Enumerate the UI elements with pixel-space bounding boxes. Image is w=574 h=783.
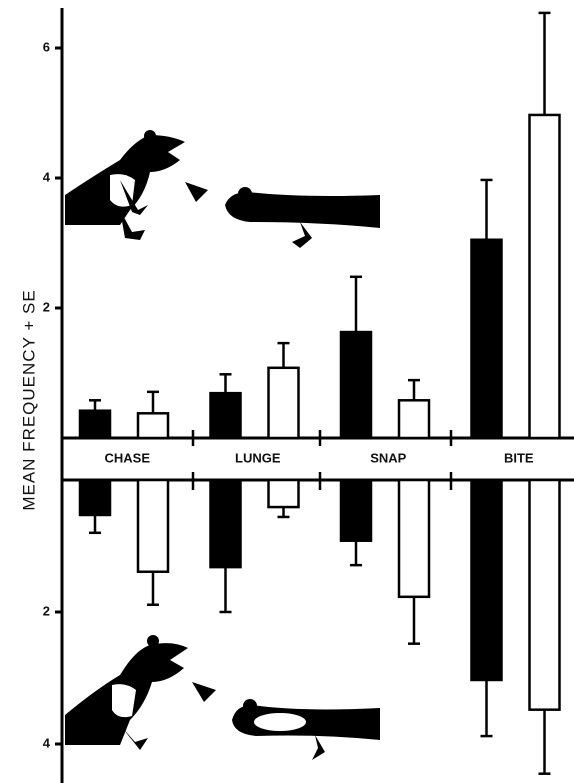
y-tick-label: 2 (43, 299, 50, 314)
y-tick-label: 4 (43, 169, 51, 184)
bar (211, 480, 241, 567)
chart: MEAN FREQUENCY + SE CHASE LUNGE SNAP BITE 2 4… (0, 0, 574, 783)
bar (269, 480, 299, 507)
bar (341, 480, 371, 541)
bar (80, 480, 110, 515)
bar (269, 368, 299, 438)
bar (138, 413, 168, 438)
bar (530, 480, 560, 710)
y-axis-label: MEAN FREQUENCY + SE (19, 289, 38, 510)
y-tick-label: 2 (43, 603, 50, 618)
bar (341, 332, 371, 438)
bar (399, 480, 429, 597)
bar (211, 393, 241, 438)
bar (138, 480, 168, 572)
category-label: CHASE (104, 450, 150, 465)
illustration-top (65, 130, 380, 248)
illustration-bottom (65, 635, 380, 760)
y-tick-label: 4 (43, 735, 51, 750)
bar (399, 400, 429, 438)
bar (80, 411, 110, 438)
bar (530, 115, 560, 438)
y-tick-label: 6 (43, 39, 50, 54)
category-label: SNAP (370, 450, 406, 465)
bar (472, 240, 502, 438)
category-label: LUNGE (235, 450, 281, 465)
bar (472, 480, 502, 680)
category-label: BITE (504, 450, 534, 465)
